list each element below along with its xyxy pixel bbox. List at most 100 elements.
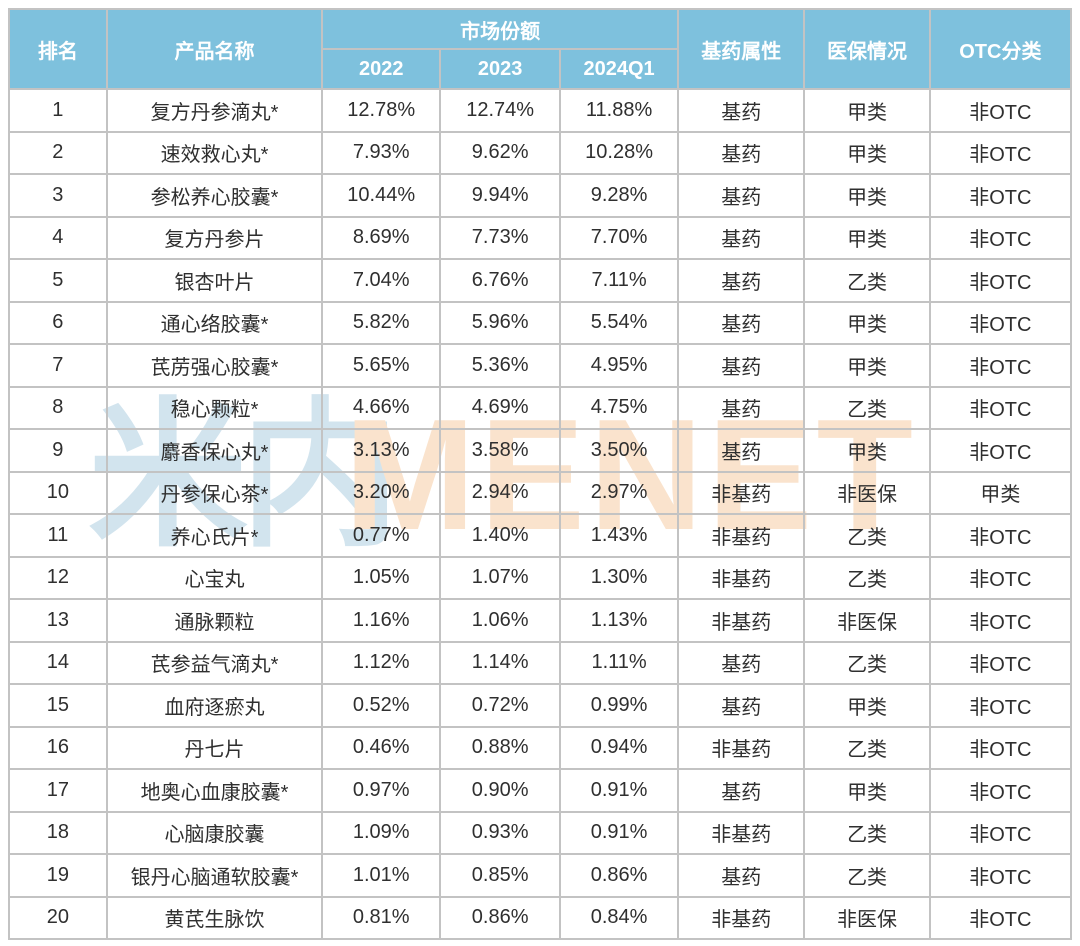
cell-otc-class: 非OTC: [928, 215, 1073, 260]
cell-share-2023: 0.72%: [439, 683, 562, 728]
cell-essential-drug: 基药: [677, 215, 806, 260]
cell-share-2022: 1.16%: [321, 598, 442, 643]
cell-share-2022: 0.97%: [321, 768, 442, 813]
cell-essential-drug: 非基药: [677, 895, 806, 940]
cell-share-2023: 1.14%: [439, 640, 562, 685]
table-row: 7 芪苈强心胶囊* 5.65% 5.36% 4.95% 基药 甲类 非OTC: [8, 343, 1073, 388]
cell-share-2023: 0.85%: [439, 853, 562, 898]
cell-share-2024q1: 0.91%: [559, 768, 680, 813]
table-body: 1 复方丹参滴丸* 12.78% 12.74% 11.88% 基药 甲类 非OTC 2 速效救心丸…: [8, 88, 1073, 940]
cell-insurance: 甲类: [803, 768, 931, 813]
cell-rank: 11: [8, 513, 108, 558]
header-rank: 排名: [8, 8, 108, 90]
cell-share-2023: 3.58%: [439, 428, 562, 473]
cell-share-2022: 12.78%: [321, 88, 442, 133]
header-essential: 基药属性: [677, 8, 806, 90]
cell-essential-drug: 基药: [677, 428, 806, 473]
cell-insurance: 甲类: [803, 428, 931, 473]
header-otc: OTC分类: [928, 8, 1073, 90]
cell-essential-drug: 非基药: [677, 598, 806, 643]
cell-share-2023: 0.86%: [439, 895, 562, 940]
cell-product-name: 丹参保心茶*: [105, 470, 324, 515]
cell-essential-drug: 非基药: [677, 513, 806, 558]
cell-rank: 18: [8, 810, 108, 855]
table-row: 8 稳心颗粒* 4.66% 4.69% 4.75% 基药 乙类 非OTC: [8, 385, 1073, 430]
cell-share-2022: 1.05%: [321, 555, 442, 600]
cell-rank: 10: [8, 470, 108, 515]
cell-otc-class: 非OTC: [928, 300, 1073, 345]
cell-otc-class: 非OTC: [928, 385, 1073, 430]
market-share-table: 排名 产品名称 市场份额 基药属性 医保情况 OTC分类 2022 2023 2…: [8, 8, 1073, 940]
cell-insurance: 甲类: [803, 215, 931, 260]
cell-rank: 4: [8, 215, 108, 260]
cell-rank: 19: [8, 853, 108, 898]
cell-essential-drug: 基药: [677, 130, 806, 175]
cell-share-2023: 1.06%: [439, 598, 562, 643]
cell-share-2024q1: 7.11%: [559, 258, 680, 303]
cell-otc-class: 非OTC: [928, 895, 1073, 940]
cell-product-name: 地奥心血康胶囊*: [105, 768, 324, 813]
cell-rank: 12: [8, 555, 108, 600]
cell-rank: 15: [8, 683, 108, 728]
header-market-share: 市场份额: [321, 8, 680, 50]
cell-essential-drug: 基药: [677, 300, 806, 345]
cell-product-name: 通脉颗粒: [105, 598, 324, 643]
cell-product-name: 丹七片: [105, 725, 324, 770]
cell-essential-drug: 非基药: [677, 555, 806, 600]
cell-share-2022: 10.44%: [321, 173, 442, 218]
cell-otc-class: 非OTC: [928, 768, 1073, 813]
cell-otc-class: 非OTC: [928, 683, 1073, 728]
cell-product-name: 稳心颗粒*: [105, 385, 324, 430]
cell-product-name: 芪苈强心胶囊*: [105, 343, 324, 388]
table-row: 15 血府逐瘀丸 0.52% 0.72% 0.99% 基药 甲类 非OTC: [8, 683, 1073, 728]
cell-share-2022: 0.46%: [321, 725, 442, 770]
table-row: 12 心宝丸 1.05% 1.07% 1.30% 非基药 乙类 非OTC: [8, 555, 1073, 600]
table-row: 10 丹参保心茶* 3.20% 2.94% 2.97% 非基药 非医保 甲类: [8, 470, 1073, 515]
cell-insurance: 甲类: [803, 130, 931, 175]
table-row: 13 通脉颗粒 1.16% 1.06% 1.13% 非基药 非医保 非OTC: [8, 598, 1073, 643]
table-row: 16 丹七片 0.46% 0.88% 0.94% 非基药 乙类 非OTC: [8, 725, 1073, 770]
header-product: 产品名称: [105, 8, 324, 90]
cell-product-name: 复方丹参片: [105, 215, 324, 260]
cell-insurance: 乙类: [803, 555, 931, 600]
table-row: 2 速效救心丸* 7.93% 9.62% 10.28% 基药 甲类 非OTC: [8, 130, 1073, 175]
cell-insurance: 乙类: [803, 513, 931, 558]
cell-share-2024q1: 9.28%: [559, 173, 680, 218]
cell-rank: 8: [8, 385, 108, 430]
cell-rank: 5: [8, 258, 108, 303]
cell-otc-class: 非OTC: [928, 725, 1073, 770]
header-row-periods: 2022 2023 2024Q1: [9, 48, 1071, 90]
cell-essential-drug: 基药: [677, 385, 806, 430]
cell-otc-class: 非OTC: [928, 258, 1073, 303]
cell-share-2022: 1.01%: [321, 853, 442, 898]
cell-otc-class: 非OTC: [928, 810, 1073, 855]
cell-essential-drug: 基药: [677, 343, 806, 388]
cell-share-2024q1: 10.28%: [559, 130, 680, 175]
cell-product-name: 复方丹参滴丸*: [105, 88, 324, 133]
cell-rank: 6: [8, 300, 108, 345]
table-row: 5 银杏叶片 7.04% 6.76% 7.11% 基药 乙类 非OTC: [8, 258, 1073, 303]
cell-insurance: 乙类: [803, 640, 931, 685]
table-row: 19 银丹心脑通软胶囊* 1.01% 0.85% 0.86% 基药 乙类 非OTC: [8, 853, 1073, 898]
cell-share-2024q1: 0.91%: [559, 810, 680, 855]
cell-share-2023: 1.07%: [439, 555, 562, 600]
cell-insurance: 甲类: [803, 300, 931, 345]
table-header: 排名 产品名称 市场份额 基药属性 医保情况 OTC分类 2022 2023 2…: [8, 8, 1073, 90]
cell-share-2022: 7.93%: [321, 130, 442, 175]
cell-insurance: 乙类: [803, 385, 931, 430]
cell-share-2023: 9.62%: [439, 130, 562, 175]
cell-otc-class: 非OTC: [928, 555, 1073, 600]
cell-share-2022: 3.13%: [321, 428, 442, 473]
cell-otc-class: 非OTC: [928, 513, 1073, 558]
cell-essential-drug: 基药: [677, 173, 806, 218]
cell-share-2023: 6.76%: [439, 258, 562, 303]
header-row-top: 排名 产品名称 市场份额 基药属性 医保情况 OTC分类: [8, 8, 1073, 90]
cell-share-2023: 7.73%: [439, 215, 562, 260]
cell-otc-class: 非OTC: [928, 343, 1073, 388]
cell-share-2022: 3.20%: [321, 470, 442, 515]
cell-share-2024q1: 1.43%: [559, 513, 680, 558]
table-row: 4 复方丹参片 8.69% 7.73% 7.70% 基药 甲类 非OTC: [8, 215, 1073, 260]
table-row: 18 心脑康胶囊 1.09% 0.93% 0.91% 非基药 乙类 非OTC: [8, 810, 1073, 855]
cell-insurance: 非医保: [803, 598, 931, 643]
